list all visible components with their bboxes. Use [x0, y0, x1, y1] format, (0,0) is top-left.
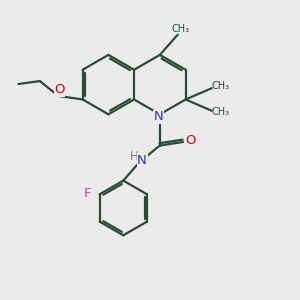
Text: N: N: [154, 110, 164, 123]
Text: CH₃: CH₃: [172, 24, 190, 34]
Text: CH₃: CH₃: [211, 81, 229, 91]
Text: O: O: [54, 83, 65, 97]
Text: F: F: [83, 187, 91, 200]
Text: CH₃: CH₃: [211, 107, 229, 117]
Text: O: O: [185, 134, 196, 147]
Text: H: H: [130, 150, 139, 163]
Text: N: N: [137, 154, 147, 166]
